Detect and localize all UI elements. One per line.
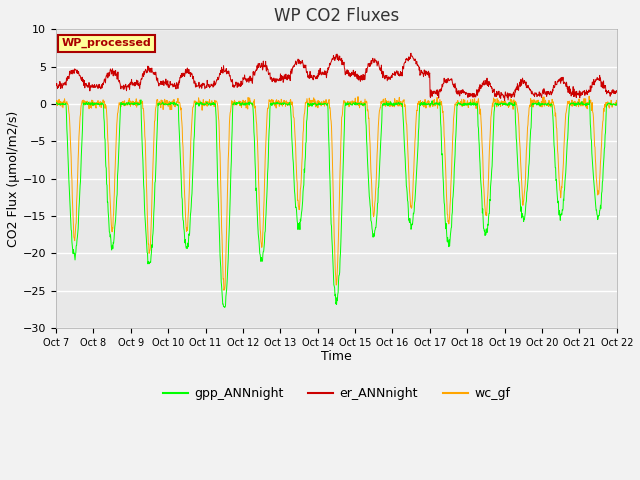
Title: WP CO2 Fluxes: WP CO2 Fluxes xyxy=(274,7,399,25)
X-axis label: Time: Time xyxy=(321,350,352,363)
Text: WP_processed: WP_processed xyxy=(61,38,151,48)
Legend: gpp_ANNnight, er_ANNnight, wc_gf: gpp_ANNnight, er_ANNnight, wc_gf xyxy=(157,382,515,405)
Y-axis label: CO2 Flux (μmol/m2/s): CO2 Flux (μmol/m2/s) xyxy=(7,110,20,247)
